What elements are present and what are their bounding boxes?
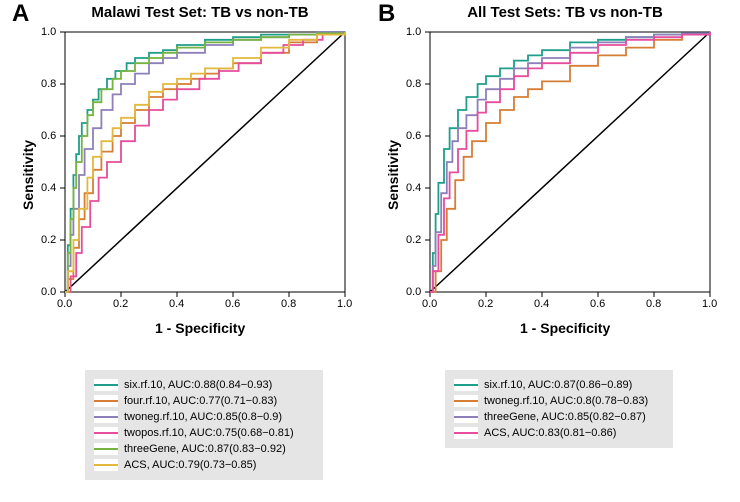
legend-swatch <box>454 379 478 391</box>
x-tick-label: 0.2 <box>113 298 128 310</box>
legend-item-twoneg.rf.10: twoneg.rf.10, AUC:0.8(0.78−0.83) <box>454 393 664 409</box>
y-tick-label: 0.4 <box>406 182 421 194</box>
legend-item-threeGene: threeGene, AUC:0.85(0.82−0.87) <box>454 409 664 425</box>
legend-swatch <box>454 427 478 439</box>
panel-a-ylabel: Sensitivity <box>20 140 36 210</box>
x-tick-label: 0.8 <box>281 298 296 310</box>
y-tick-label: 0.0 <box>41 286 56 298</box>
y-tick-label: 0.6 <box>41 130 56 142</box>
panel-b-xlabel: 1 - Specificity <box>520 320 610 336</box>
legend-label: six.rf.10, AUC:0.87(0.86−0.89) <box>484 379 632 391</box>
y-tick-label: 0.2 <box>41 234 56 246</box>
roc-plot-a <box>55 28 355 318</box>
legend-label: six.rf.10, AUC:0.88(0.84−0.93) <box>124 379 272 391</box>
legend-a: six.rf.10, AUC:0.88(0.84−0.93) four.rf.10… <box>85 370 323 480</box>
legend-item-ACS: ACS, AUC:0.79(0.73−0.85) <box>94 457 314 473</box>
x-tick-label: 0.2 <box>478 298 493 310</box>
panel-b-ylabel: Sensitivity <box>385 140 401 210</box>
roc-plot-b <box>420 28 720 318</box>
legend-swatch <box>94 459 118 471</box>
legend-label: twoneg.rf.10, AUC:0.8(0.78−0.83) <box>484 395 648 407</box>
legend-swatch <box>454 395 478 407</box>
legend-item-six.rf.10: six.rf.10, AUC:0.88(0.84−0.93) <box>94 377 314 393</box>
x-tick-label: 0.6 <box>225 298 240 310</box>
legend-b: six.rf.10, AUC:0.87(0.86−0.89) twoneg.rf.… <box>445 370 673 448</box>
legend-swatch <box>94 379 118 391</box>
x-tick-label: 0.4 <box>169 298 184 310</box>
y-tick-label: 1.0 <box>41 26 56 38</box>
panel-b-title: All Test Sets: TB vs non-TB <box>420 4 710 21</box>
x-tick-label: 0.8 <box>646 298 661 310</box>
legend-item-ACS: ACS, AUC:0.83(0.81−0.86) <box>454 425 664 441</box>
y-tick-label: 0.8 <box>41 78 56 90</box>
legend-swatch <box>94 411 118 423</box>
y-tick-label: 0.4 <box>41 182 56 194</box>
x-tick-label: 1.0 <box>702 298 717 310</box>
y-tick-label: 1.0 <box>406 26 421 38</box>
panel-a-letter: A <box>12 0 29 28</box>
legend-swatch <box>94 427 118 439</box>
legend-item-twopos.rf.10: twopos.rf.10, AUC:0.75(0.68−0.81) <box>94 425 314 441</box>
y-tick-label: 0.6 <box>406 130 421 142</box>
legend-label: twopos.rf.10, AUC:0.75(0.68−0.81) <box>124 427 294 439</box>
x-tick-label: 0.0 <box>57 298 72 310</box>
x-tick-label: 0.0 <box>422 298 437 310</box>
legend-item-threeGene: threeGene, AUC:0.87(0.83−0.92) <box>94 441 314 457</box>
legend-label: four.rf.10, AUC:0.77(0.71−0.83) <box>124 395 277 407</box>
y-tick-label: 0.8 <box>406 78 421 90</box>
panel-a-xlabel: 1 - Specificity <box>155 320 245 336</box>
legend-swatch <box>454 411 478 423</box>
legend-label: twoneg.rf.10, AUC:0.85(0.8−0.9) <box>124 411 282 423</box>
legend-label: threeGene, AUC:0.87(0.83−0.92) <box>124 443 286 455</box>
panel-a-title: Malawi Test Set: TB vs non-TB <box>60 4 340 21</box>
legend-item-four.rf.10: four.rf.10, AUC:0.77(0.71−0.83) <box>94 393 314 409</box>
legend-label: threeGene, AUC:0.85(0.82−0.87) <box>484 411 646 423</box>
x-tick-label: 0.4 <box>534 298 549 310</box>
legend-swatch <box>94 443 118 455</box>
y-tick-label: 0.2 <box>406 234 421 246</box>
legend-swatch <box>94 395 118 407</box>
x-tick-label: 0.6 <box>590 298 605 310</box>
legend-item-six.rf.10: six.rf.10, AUC:0.87(0.86−0.89) <box>454 377 664 393</box>
legend-item-twoneg.rf.10: twoneg.rf.10, AUC:0.85(0.8−0.9) <box>94 409 314 425</box>
y-tick-label: 0.0 <box>406 286 421 298</box>
legend-label: ACS, AUC:0.83(0.81−0.86) <box>484 427 616 439</box>
legend-label: ACS, AUC:0.79(0.73−0.85) <box>124 459 256 471</box>
x-tick-label: 1.0 <box>337 298 352 310</box>
panel-b-letter: B <box>378 0 395 28</box>
